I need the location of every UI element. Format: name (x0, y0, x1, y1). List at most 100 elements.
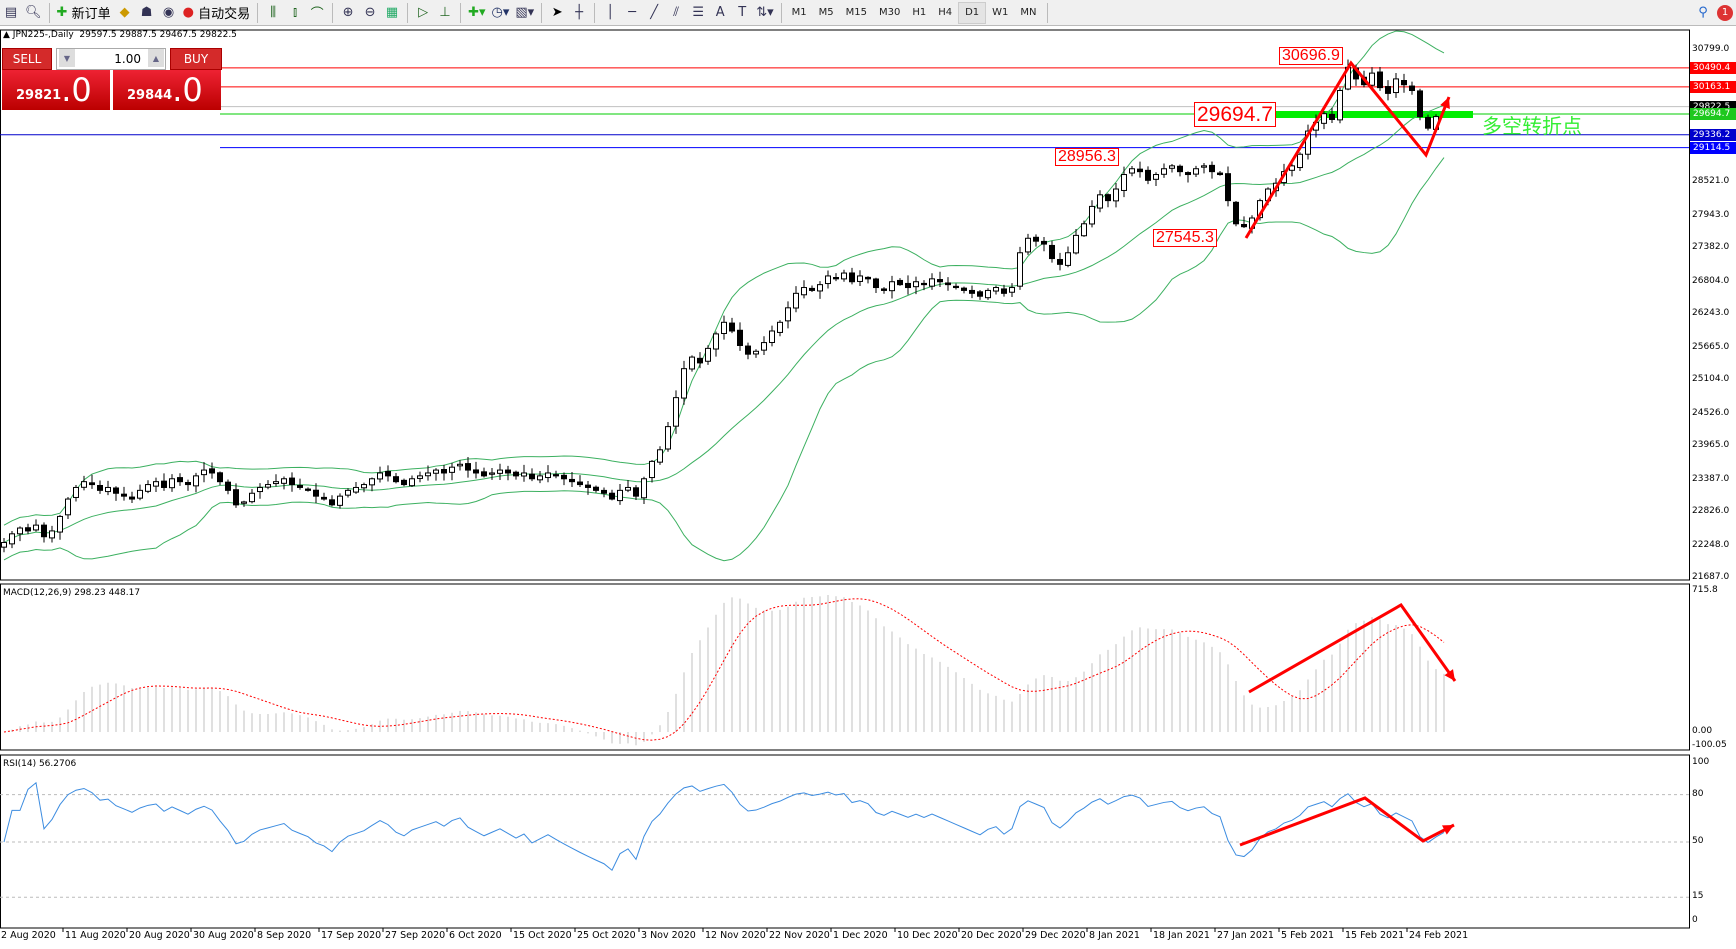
search-icon[interactable]: ⚲ (1698, 5, 1708, 20)
zoom-out-icon[interactable]: ⊖ (364, 5, 376, 20)
timeframe-m30[interactable]: M30 (878, 7, 901, 18)
lot-increase-icon[interactable]: ▲ (148, 49, 164, 67)
candle (1105, 194, 1111, 202)
candle (321, 496, 327, 500)
line-chart-icon[interactable]: ⌒ (310, 7, 324, 22)
trendline-icon[interactable]: ╱ (650, 5, 659, 20)
auto-trading-button[interactable]: ● 自动交易 (180, 2, 254, 24)
candle (609, 492, 615, 500)
annotation-high[interactable]: 30696.9 (1279, 47, 1343, 65)
crosshair-icon[interactable]: ┼ (575, 5, 584, 20)
bar-chart-icon[interactable]: ⫼ (270, 5, 277, 20)
sell-button[interactable]: SELL (2, 48, 52, 70)
price-level-label: 29694.7 (1690, 107, 1736, 120)
magnifier-icon[interactable]: 🔍︎ (25, 5, 42, 20)
candle (193, 475, 199, 487)
candle (225, 481, 231, 491)
candle (1321, 113, 1327, 124)
pivot-text[interactable]: 多空转折点 (1482, 114, 1582, 138)
candle (449, 466, 455, 473)
rsi-trend-arrow (1239, 796, 1455, 847)
separator (332, 2, 334, 23)
candle (1057, 259, 1063, 265)
timeframe-w1[interactable]: W1 (992, 7, 1009, 18)
candle (593, 486, 599, 491)
cursor-icon[interactable]: ➤ (551, 5, 563, 20)
lot-size-input[interactable]: 1.00 (56, 48, 166, 70)
candle (289, 477, 295, 486)
text-label-icon[interactable]: T (738, 5, 747, 20)
candle (809, 287, 815, 291)
timeframe-h4[interactable]: H4 (938, 7, 953, 18)
tile-windows-icon[interactable]: ▦ (385, 5, 399, 20)
candle (913, 281, 919, 288)
chart-window-icon[interactable]: ▤ (4, 5, 18, 20)
candle (1, 542, 7, 548)
candle (457, 463, 463, 467)
metaeditor-icon[interactable]: ◆ (119, 5, 130, 20)
ohlc-low: 29467.5 (159, 30, 197, 40)
sell-price-button[interactable]: 29821.0 (2, 70, 110, 110)
annotation-28956[interactable]: 28956.3 (1055, 148, 1119, 166)
candle (1329, 113, 1335, 120)
auto-scroll-icon[interactable]: ▷ (418, 5, 429, 20)
candle (1241, 224, 1247, 228)
signals-icon[interactable]: ◉ (162, 5, 175, 20)
candle (601, 489, 607, 494)
fibonacci-icon[interactable]: ☰ (692, 5, 705, 20)
candle (633, 487, 639, 497)
timeframe-mn[interactable]: MN (1020, 7, 1037, 18)
separator (460, 2, 462, 23)
timeframe-m1[interactable]: M1 (791, 7, 807, 18)
timeframe-m15[interactable]: M15 (845, 7, 867, 18)
price-chart[interactable] (0, 26, 1736, 949)
ohlc-high: 29887.5 (119, 30, 157, 40)
sell-price: 29821 (16, 88, 62, 103)
timeframe-m5[interactable]: M5 (818, 7, 834, 18)
notifications-button[interactable]: 1 (1714, 2, 1736, 24)
templates-icon[interactable]: ▧▾ (515, 5, 535, 20)
candle (561, 474, 567, 480)
candle (953, 285, 959, 289)
pivot-zone-bar (1273, 110, 1473, 118)
vertical-line-icon[interactable]: │ (606, 5, 615, 20)
candle (337, 495, 343, 506)
indicators-icon[interactable]: ✚▾ (468, 5, 486, 20)
buy-price-button[interactable]: 29844.0 (113, 70, 221, 110)
candle (897, 279, 903, 286)
candle (545, 472, 551, 479)
candle (537, 475, 543, 481)
arrows-icon[interactable]: ⇅▾ (756, 5, 774, 20)
candle (817, 284, 823, 292)
new-order-button[interactable]: ✚ 新订单 (54, 2, 114, 24)
rsi-axis-tick: 100 (1692, 757, 1710, 767)
annotation-27545[interactable]: 27545.3 (1153, 229, 1217, 247)
macd-panel-frame (0, 583, 1690, 751)
buy-button[interactable]: BUY (170, 48, 222, 70)
timeframe-d1[interactable]: D1 (958, 1, 987, 24)
text-icon[interactable]: A (715, 5, 725, 20)
chart-shift-icon[interactable]: ⊥ (439, 5, 451, 20)
candle (849, 272, 855, 283)
price-axis-tick: 22248.0 (1692, 539, 1730, 550)
periods-icon[interactable]: ◷▾ (491, 5, 510, 20)
date-axis-label: 18 Jan 2021 (1153, 930, 1210, 941)
price-axis-tick: 27943.0 (1692, 209, 1730, 220)
price-level-label: 29336.2 (1690, 128, 1736, 141)
zoom-in-icon[interactable]: ⊕ (342, 5, 354, 20)
candle (17, 527, 23, 535)
candle (1097, 194, 1103, 209)
annotation-pivot[interactable]: 29694.7 (1194, 102, 1276, 127)
lot-decrease-icon[interactable]: ▼ (59, 49, 75, 67)
equidistant-channel-icon[interactable]: ⫽ (673, 5, 680, 20)
horizontal-line-icon[interactable]: ─ (628, 5, 637, 20)
candlestick-icon[interactable]: ⫾ (292, 5, 298, 20)
candle (209, 468, 215, 474)
price-axis-tick: 28521.0 (1692, 176, 1730, 186)
candle (1161, 168, 1167, 175)
candle (1369, 72, 1375, 86)
date-axis-label: 30 Aug 2020 (193, 930, 254, 941)
timeframe-h1[interactable]: H1 (912, 7, 927, 18)
history-icon[interactable]: ☗ (140, 5, 153, 20)
date-axis-label: 1 Dec 2020 (833, 930, 888, 941)
